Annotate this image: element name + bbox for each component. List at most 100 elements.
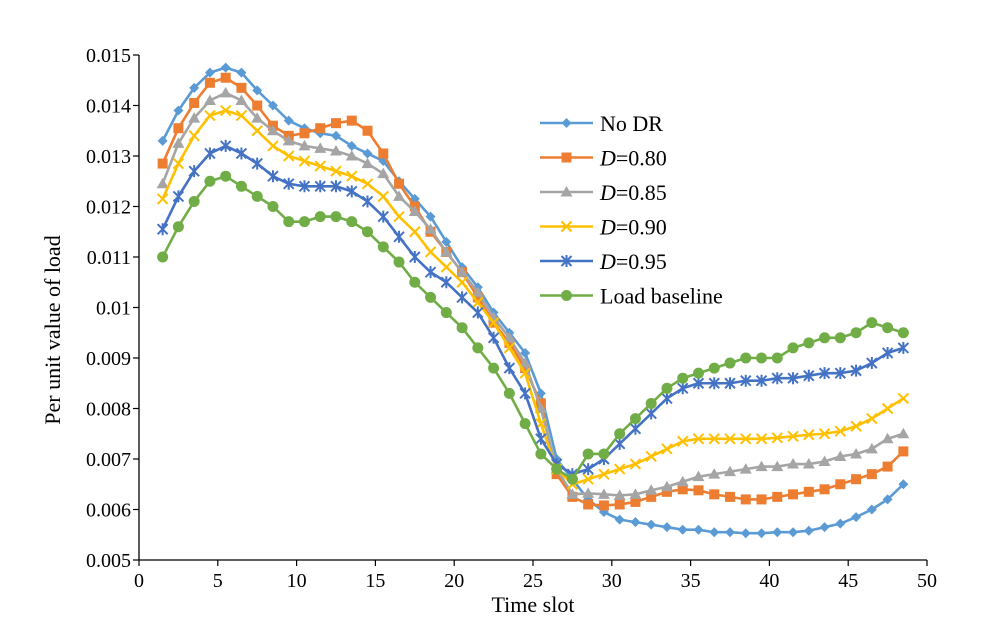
data-point xyxy=(772,491,783,502)
data-point xyxy=(866,317,878,329)
data-point xyxy=(771,372,783,385)
data-point xyxy=(566,488,579,499)
legend-label-text: Load baseline xyxy=(600,284,723,309)
legend-label-text: No DR xyxy=(600,111,663,136)
data-point xyxy=(897,427,910,439)
data-point xyxy=(330,144,342,156)
data-point xyxy=(314,211,326,223)
data-point xyxy=(788,489,799,500)
legend-label: Load baseline xyxy=(600,284,723,309)
data-point xyxy=(819,484,830,495)
data-point xyxy=(898,479,909,490)
data-point xyxy=(266,124,279,136)
data-point xyxy=(220,62,231,73)
data-point xyxy=(361,157,374,169)
data-point xyxy=(725,527,735,538)
data-point xyxy=(235,94,248,105)
data-point xyxy=(835,518,846,529)
data-point xyxy=(818,367,831,380)
x-tick-label: 40 xyxy=(759,570,779,592)
data-point xyxy=(771,460,784,472)
data-point xyxy=(724,377,736,390)
x-tick-label: 25 xyxy=(523,570,543,592)
series-d-0-90 xyxy=(156,104,910,490)
data-point xyxy=(661,382,673,394)
data-point xyxy=(598,500,609,511)
data-point xyxy=(173,105,184,116)
data-point xyxy=(204,175,216,187)
data-point xyxy=(172,190,185,203)
data-point xyxy=(425,291,437,303)
data-point xyxy=(393,230,405,243)
data-point xyxy=(219,104,232,117)
data-point xyxy=(377,210,389,223)
data-point xyxy=(204,109,216,122)
data-point xyxy=(267,140,279,152)
data-point xyxy=(236,82,247,93)
x-tick-label: 50 xyxy=(917,570,937,592)
series-no-dr xyxy=(157,62,909,539)
data-point xyxy=(156,223,169,236)
legend-marker xyxy=(560,186,573,197)
data-point xyxy=(582,473,594,485)
data-point xyxy=(850,364,862,377)
data-point xyxy=(598,468,610,480)
data-point xyxy=(251,157,263,170)
data-point xyxy=(645,450,657,463)
data-point xyxy=(156,193,169,205)
data-point xyxy=(219,139,232,152)
x-tick-label: 5 xyxy=(213,570,223,592)
legend-label-text: =0.80 xyxy=(616,146,667,171)
data-point xyxy=(440,261,453,273)
y-tick-label: 0.01 xyxy=(96,298,131,320)
data-point xyxy=(771,432,783,444)
data-point xyxy=(866,469,877,480)
legend-label: D=0.80 xyxy=(599,146,667,171)
data-point xyxy=(646,491,657,502)
series-load-baseline xyxy=(157,170,909,485)
data-point xyxy=(866,412,878,425)
legend-marker xyxy=(560,255,573,267)
data-point xyxy=(693,524,704,535)
data-point xyxy=(787,458,800,469)
data-point xyxy=(503,362,516,375)
data-point xyxy=(613,463,626,475)
data-point xyxy=(251,112,264,123)
data-point xyxy=(788,527,799,538)
data-point xyxy=(456,276,468,288)
data-point xyxy=(725,491,735,502)
data-point xyxy=(881,402,894,415)
data-point xyxy=(740,433,752,445)
y-tick-label: 0.012 xyxy=(86,197,131,219)
legend-label-text: =0.90 xyxy=(616,215,667,240)
axes: 0 5 10 15 20 25 30 35 40 45 50 0.0050.0060.0070.00… xyxy=(40,45,937,617)
data-point xyxy=(772,527,783,538)
data-point xyxy=(834,450,847,461)
data-point xyxy=(361,195,374,208)
data-point xyxy=(882,461,893,472)
legend-label: No DR xyxy=(600,111,663,136)
data-point xyxy=(408,205,421,217)
data-point xyxy=(582,463,594,476)
data-point xyxy=(503,342,516,354)
data-point xyxy=(331,130,341,141)
data-point xyxy=(440,276,453,289)
legend-marker xyxy=(560,220,573,233)
legend-label-text: =0.85 xyxy=(616,180,667,205)
data-point xyxy=(882,322,894,334)
data-point xyxy=(740,374,752,387)
data-point xyxy=(756,494,767,505)
data-point xyxy=(298,139,311,151)
data-point xyxy=(487,316,500,329)
data-point xyxy=(614,499,625,510)
data-point xyxy=(362,125,373,136)
y-tick-label: 0.011 xyxy=(87,247,131,269)
data-point xyxy=(267,100,278,111)
data-point xyxy=(803,525,814,536)
data-point xyxy=(315,123,326,134)
data-point xyxy=(866,504,877,515)
data-point xyxy=(613,489,626,500)
data-point xyxy=(440,307,452,319)
data-point xyxy=(660,480,673,492)
data-point xyxy=(597,488,610,499)
